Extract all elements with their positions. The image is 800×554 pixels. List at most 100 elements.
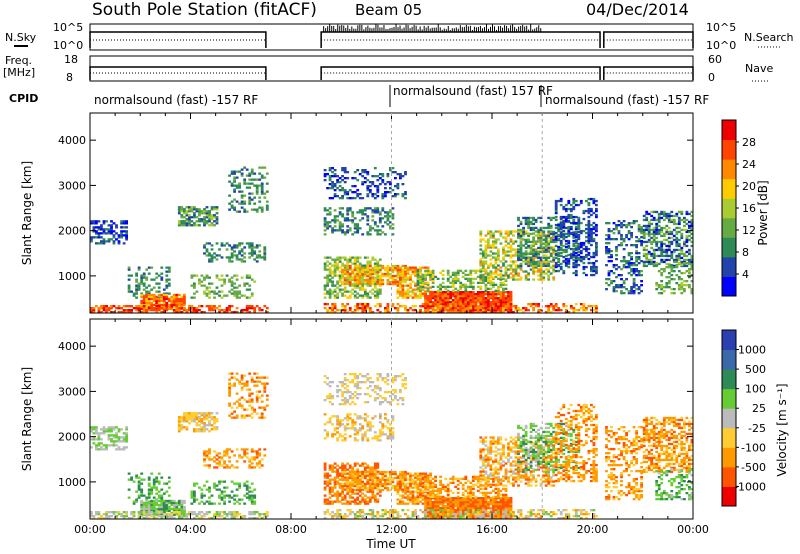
power-cell — [394, 264, 397, 268]
power-cell — [177, 305, 181, 309]
power-cell — [567, 261, 571, 265]
power-cell — [386, 307, 390, 310]
power-cell — [592, 221, 596, 225]
power-cell — [670, 256, 674, 260]
velocity-cell — [127, 488, 131, 491]
power-cell — [90, 307, 93, 310]
power-cell — [431, 305, 435, 308]
power-cell — [356, 227, 360, 230]
velocity-cell — [170, 517, 174, 520]
power-cell — [240, 242, 244, 245]
power-cell — [205, 274, 209, 277]
power-cell — [102, 220, 106, 223]
power-cell — [439, 289, 442, 292]
power-cell — [637, 286, 641, 289]
power-cell — [346, 219, 350, 222]
power-cell — [208, 242, 211, 245]
power-cell — [162, 301, 166, 305]
velocity-cell — [170, 503, 174, 507]
velocity-cell — [142, 478, 146, 481]
power-cell — [564, 226, 568, 230]
power-cell — [509, 272, 513, 275]
power-cell — [534, 256, 538, 259]
power-cell — [356, 195, 360, 198]
power-cell — [688, 284, 691, 287]
power-cell — [386, 272, 390, 276]
power-cell — [366, 268, 370, 272]
power-cell — [147, 307, 151, 310]
power-cell — [341, 294, 344, 297]
power-cell — [358, 282, 362, 286]
power-cell — [489, 307, 493, 310]
power-cell — [456, 295, 460, 298]
power-cell — [444, 309, 448, 312]
power-cell — [92, 307, 96, 310]
power-cell — [253, 307, 257, 310]
velocity-cell — [230, 511, 234, 514]
power-cell — [250, 250, 254, 253]
power-cell — [419, 289, 422, 292]
power-cell — [373, 175, 377, 178]
power-cell — [381, 280, 385, 284]
power-cell — [499, 272, 503, 275]
power-cell — [404, 270, 407, 273]
power-cell — [449, 281, 453, 284]
power-cell — [424, 277, 427, 280]
power-cell — [328, 207, 332, 210]
power-cell — [652, 234, 656, 238]
power-cell — [147, 295, 151, 299]
power-cell — [338, 274, 342, 277]
power-cell — [348, 266, 352, 270]
power-cell — [102, 309, 106, 312]
velocity-cell — [145, 509, 149, 513]
power-cell — [464, 273, 468, 276]
power-cell — [205, 254, 209, 257]
power-cell — [255, 256, 259, 259]
power-cell — [519, 262, 523, 266]
power-cell — [487, 240, 490, 243]
power-cell — [504, 297, 508, 300]
power-cell — [258, 166, 262, 169]
power-cell — [100, 226, 103, 229]
power-cell — [683, 272, 686, 275]
power-cell — [233, 294, 236, 297]
velocity-cell — [177, 509, 181, 513]
power-cell — [655, 240, 659, 244]
power-cell — [376, 207, 380, 210]
power-cell — [481, 250, 485, 253]
power-cell — [333, 264, 337, 267]
power-cell — [366, 262, 370, 265]
power-cell — [645, 216, 649, 220]
power-cell — [492, 281, 495, 284]
power-cell — [627, 272, 631, 275]
power-cell — [481, 311, 485, 314]
power-cell — [574, 247, 578, 251]
power-cell — [253, 246, 257, 249]
power-cell — [117, 240, 121, 243]
power-cell — [562, 305, 566, 308]
power-cell — [559, 262, 563, 266]
power-cell — [683, 262, 686, 265]
power-cell — [363, 303, 367, 306]
power-cell — [409, 294, 412, 297]
power-cell — [233, 292, 236, 295]
power-cell — [451, 291, 455, 294]
power-cell — [426, 266, 430, 269]
velocity-cell — [248, 511, 252, 514]
power-cell — [351, 177, 355, 180]
power-cell — [642, 262, 646, 266]
power-cell — [399, 286, 402, 289]
power-cell — [396, 309, 400, 312]
power-cell — [615, 268, 618, 271]
power-cell — [363, 272, 367, 276]
power-cell — [358, 268, 362, 271]
power-cell — [595, 253, 598, 257]
power-cell — [358, 280, 362, 284]
power-cell — [660, 252, 664, 256]
power-cell — [657, 246, 661, 250]
power-cell — [122, 226, 126, 229]
power-cell — [657, 220, 661, 224]
power-cell — [635, 270, 638, 273]
velocity-cell — [170, 507, 174, 511]
power-cell — [431, 301, 435, 304]
